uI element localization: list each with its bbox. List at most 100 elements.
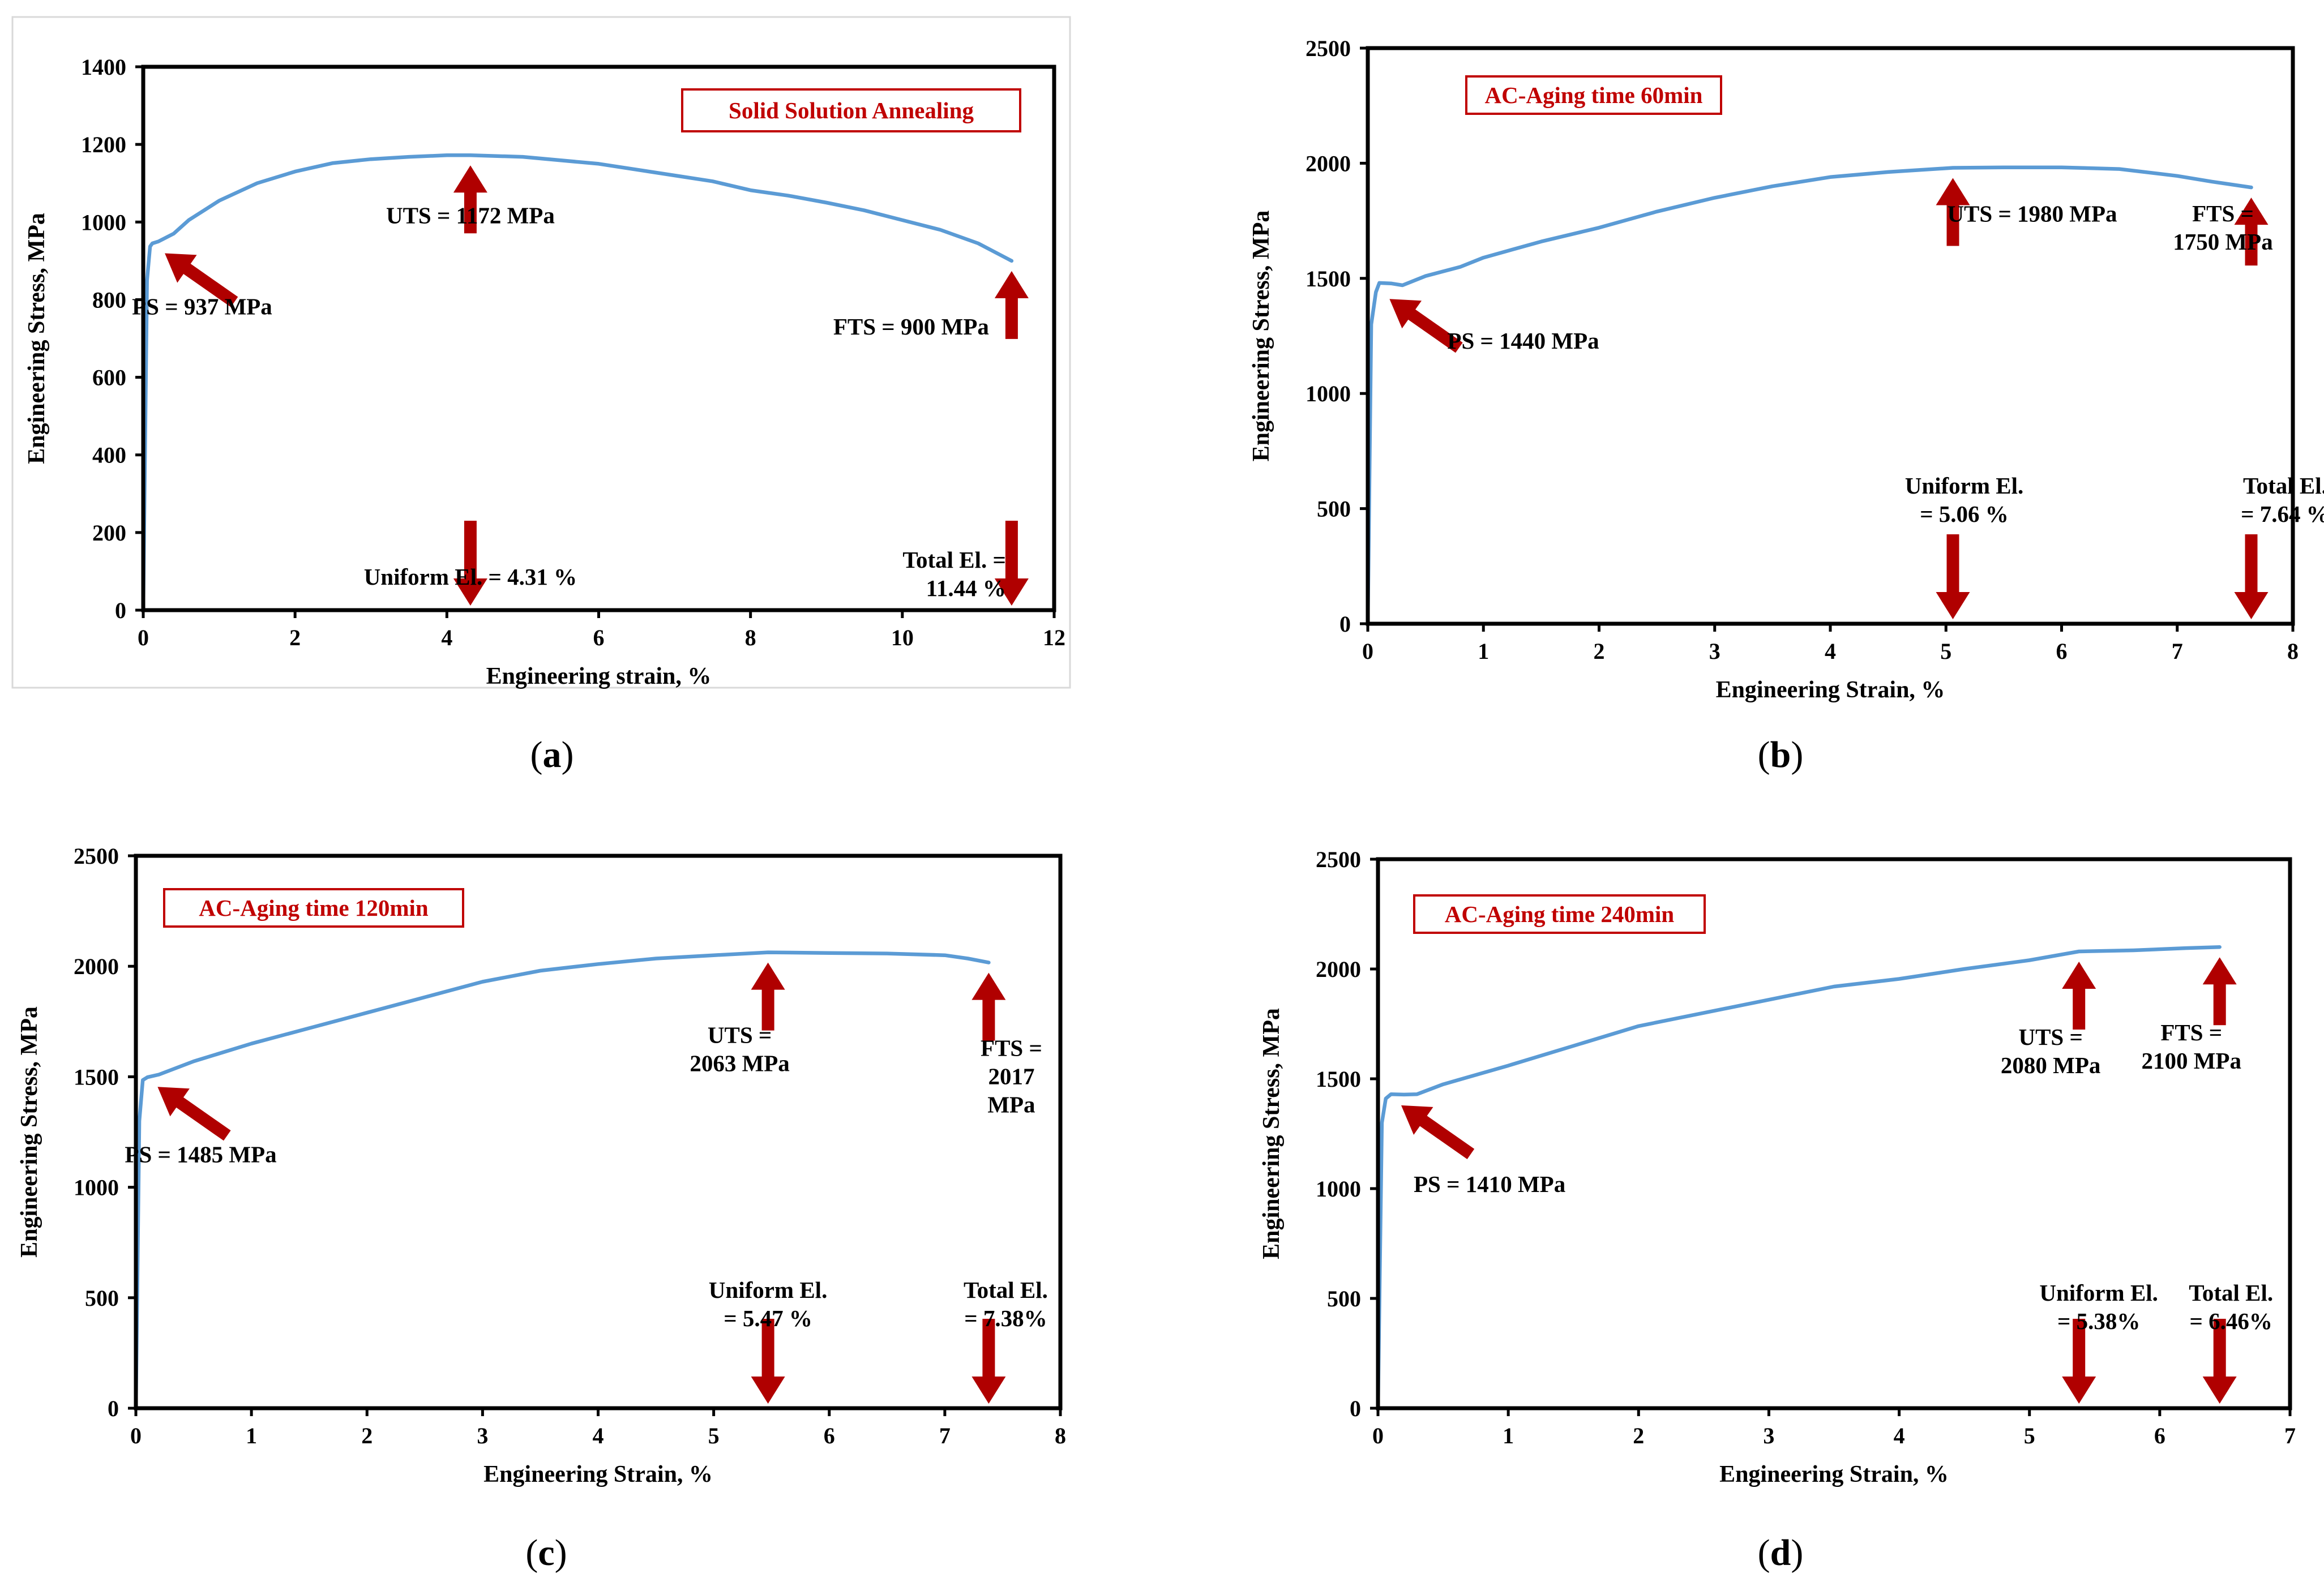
- x-tick-label: 7: [939, 1423, 951, 1448]
- arrow-icon: [994, 271, 1029, 339]
- plot-area-border: [1376, 857, 2292, 1410]
- x-tick-label: 4: [1894, 1423, 1905, 1448]
- y-axis-label: Engineering Stress, MPa: [1248, 211, 1274, 462]
- y-tick-label: 2000: [1316, 957, 1361, 982]
- annotation-label: FTS = 900 MPa: [833, 314, 989, 340]
- arrow-icon: [453, 521, 487, 606]
- x-tick-label: 12: [1043, 625, 1065, 650]
- annotation-label: UTS =: [708, 1022, 772, 1048]
- annotation-label: UTS = 1980 MPa: [1947, 201, 2117, 227]
- annotation-label: UTS =: [2018, 1024, 2082, 1050]
- arrow-icon: [2234, 198, 2269, 266]
- y-tick-label: 1000: [74, 1175, 119, 1200]
- x-tick-label: 3: [1709, 638, 1720, 664]
- condition-title: AC-Aging time 60min: [1485, 82, 1703, 108]
- arrow-icon: [751, 1319, 785, 1404]
- x-tick-label: 6: [824, 1423, 835, 1448]
- arrow-icon: [2062, 1319, 2096, 1404]
- x-tick-label: 7: [2284, 1423, 2296, 1448]
- x-tick-label: 5: [1940, 638, 1951, 664]
- x-tick-label: 8: [745, 625, 756, 650]
- y-tick-label: 0: [1339, 611, 1351, 637]
- x-axis-label: Engineering Strain, %: [1716, 677, 1945, 703]
- panel-caption: (b): [1758, 734, 1804, 775]
- annotation-label: = 6.46%: [2190, 1308, 2272, 1334]
- x-tick-label: 0: [138, 625, 149, 650]
- condition-title: AC-Aging time 120min: [199, 895, 429, 921]
- annotation-label: PS = 1485 MPa: [125, 1141, 276, 1167]
- y-tick-label: 1400: [81, 54, 126, 80]
- x-tick-label: 10: [891, 625, 914, 650]
- y-axis-label: Engineering Stress, MPa: [24, 213, 50, 464]
- x-tick-label: 1: [246, 1423, 257, 1448]
- y-tick-label: 200: [92, 520, 126, 546]
- x-tick-label: 8: [2287, 638, 2299, 664]
- y-tick-label: 1000: [1316, 1176, 1361, 1202]
- y-tick-label: 400: [92, 443, 126, 468]
- annotation-label: = 5.47 %: [724, 1305, 812, 1331]
- arrow-icon: [1936, 534, 1970, 619]
- condition-title-box: [1413, 894, 1706, 934]
- condition-title-box: [681, 88, 1021, 132]
- annotation-label: Total El.: [2189, 1280, 2273, 1306]
- y-tick-label: 500: [85, 1285, 119, 1311]
- annotation-label: 2080 MPa: [2001, 1052, 2101, 1078]
- arrow-icon: [1936, 178, 1970, 246]
- x-tick-label: 1: [1478, 638, 1489, 664]
- annotation-label: 2063 MPa: [690, 1051, 790, 1077]
- x-tick-label: 4: [441, 625, 452, 650]
- x-tick-label: 0: [1372, 1423, 1384, 1448]
- arrow-icon: [2234, 534, 2269, 619]
- y-axis-label: Engineering Stress, MPa: [1259, 1008, 1285, 1259]
- y-tick-label: 1000: [1306, 381, 1351, 406]
- condition-title-box: [1465, 75, 1722, 115]
- arrow-icon: [1389, 299, 1463, 353]
- y-tick-label: 800: [92, 287, 126, 312]
- x-tick-label: 6: [2056, 638, 2068, 664]
- annotation-label: 1750 MPa: [2173, 229, 2273, 255]
- arrow-icon: [2202, 957, 2237, 1026]
- x-tick-label: 2: [1594, 638, 1605, 664]
- panel-caption: (d): [1758, 1532, 1804, 1573]
- y-tick-label: 500: [1327, 1286, 1361, 1311]
- annotation-label: PS = 1410 MPa: [1414, 1171, 1565, 1197]
- x-tick-label: 2: [1633, 1423, 1644, 1448]
- x-tick-label: 6: [2154, 1423, 2165, 1448]
- plot-area-border: [1366, 46, 2295, 626]
- annotation-label: UTS = 1172 MPa: [386, 202, 555, 228]
- arrow-icon: [453, 165, 487, 234]
- arrow-icon: [751, 962, 785, 1031]
- x-tick-label: 8: [1055, 1423, 1066, 1448]
- stress-strain-curve: [1366, 165, 2253, 626]
- x-tick-label: 2: [361, 1423, 373, 1448]
- annotation-label: Uniform El.: [709, 1277, 828, 1303]
- x-tick-label: 2: [289, 625, 301, 650]
- y-tick-label: 0: [108, 1396, 119, 1421]
- x-tick-label: 7: [2172, 638, 2183, 664]
- arrow-icon: [1401, 1105, 1475, 1159]
- x-tick-label: 1: [1503, 1423, 1514, 1448]
- y-tick-label: 1500: [1306, 266, 1351, 291]
- y-tick-label: 0: [115, 598, 126, 623]
- arrow-icon: [971, 972, 1006, 1041]
- panel-caption: (c): [525, 1532, 567, 1573]
- x-tick-label: 4: [1825, 638, 1836, 664]
- stress-strain-curve: [1376, 945, 2222, 1410]
- y-tick-label: 2000: [74, 954, 119, 979]
- chart-panel-a: 0 2 4 6 8 10 12 0 200 400 600 800 1000 1200 1400 Engine…: [11, 16, 1071, 775]
- y-tick-label: 2000: [1306, 151, 1351, 176]
- y-tick-label: 2500: [74, 843, 119, 869]
- plot-area-border: [134, 854, 1063, 1410]
- stress-strain-curve: [134, 950, 991, 1410]
- y-tick-label: 600: [92, 365, 126, 391]
- annotation-label: = 5.06 %: [1920, 501, 2009, 527]
- arrow-icon: [971, 1319, 1006, 1404]
- chart-panel-c: 0 1 2 3 4 5 6 7 8 0 500 1000 1500 2000 2500 Engineering…: [16, 843, 1066, 1573]
- annotation-label: Uniform El. = 4.31 %: [364, 564, 577, 590]
- annotation-label: MPa: [987, 1092, 1035, 1118]
- annotation-label: 2100 MPa: [2141, 1048, 2241, 1074]
- stress-strain-curve: [141, 153, 1014, 612]
- x-tick-label: 0: [130, 1423, 142, 1448]
- annotation-label: PS = 1440 MPa: [1447, 328, 1599, 354]
